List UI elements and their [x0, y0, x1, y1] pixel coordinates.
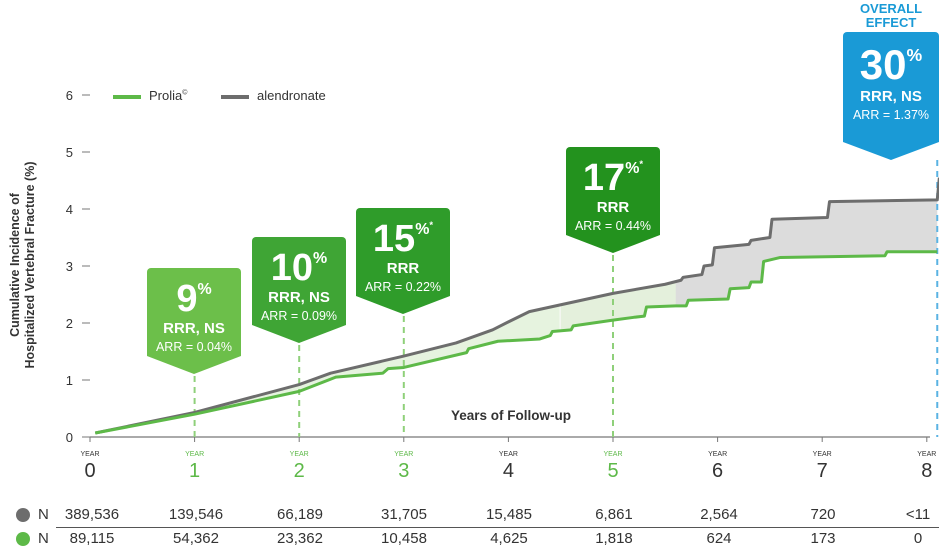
series-line-prolia [94, 250, 938, 435]
overall-effect-label: OVERALL EFFECT [843, 2, 939, 30]
x-tick-prefix: YEAR [813, 451, 832, 458]
n-cell: 31,705 [381, 506, 427, 523]
x-tick-label: 0 [84, 460, 95, 482]
callout-rrr: RRR, NS [860, 88, 922, 105]
callout-rrr: RRR, NS [268, 289, 330, 306]
n-cell: 54,362 [173, 530, 219, 547]
legend-label-prolia: Prolia [149, 88, 183, 103]
n-row-alendronate: N 389,536 139,546 66,189 31,705 15,485 6… [0, 506, 939, 526]
x-tick-label: 7 [817, 460, 828, 482]
callout-pointer-year-3 [356, 296, 450, 314]
n-cell: 139,546 [168, 506, 224, 523]
legend-item-alendronate: alendronate [221, 88, 326, 103]
n-cell: 66,189 [277, 506, 323, 523]
x-tick-prefix: YEAR [185, 451, 204, 458]
x-tick-label: 5 [607, 460, 618, 482]
callout-pointer-year-1 [147, 356, 241, 374]
y-axis-title-line-2: Hospitalized Vertebral Fracture (%) [23, 161, 37, 369]
n-cell: 624 [706, 530, 732, 547]
callout-rrr: RRR, NS [163, 320, 225, 337]
legend-copyright-mark: © [182, 89, 188, 97]
gap-fill-mid [560, 281, 676, 331]
x-tick-label: 1 [189, 460, 200, 482]
y-tick-label: 5 [66, 145, 73, 160]
n-cell: 0 [913, 530, 923, 547]
legend-item-prolia: Prolia© [113, 88, 187, 103]
callout-pointer-year-2 [252, 325, 346, 343]
n-cell: 89,115 [69, 530, 115, 547]
callout-percent: 30% [859, 41, 923, 88]
callout-percent: 15%* [372, 218, 434, 260]
callout-pointer-year-5 [566, 235, 660, 253]
x-tick-prefix: YEAR [708, 451, 727, 458]
x-tick-label: 6 [712, 460, 723, 482]
callout-arr: ARR = 1.37% [852, 108, 930, 122]
x-tick-prefix: YEAR [499, 451, 518, 458]
y-tick-label: 2 [66, 316, 73, 331]
n-label: N [38, 506, 49, 523]
n-cell: 4,625 [490, 530, 528, 547]
n-table-divider [56, 527, 939, 528]
n-cell: 173 [810, 530, 836, 547]
n-dot-prolia [16, 532, 30, 546]
y-tick-label: 3 [66, 259, 73, 274]
callout-year-3: 15%* RRR ARR = 0.22% [356, 208, 450, 296]
x-tick-label: 2 [294, 460, 305, 482]
x-tick-prefix: YEAR [394, 451, 413, 458]
overall-effect-line-2: EFFECT [865, 15, 917, 30]
callout-percent: 9% [176, 278, 212, 320]
n-cell: 1,818 [595, 530, 633, 547]
y-tick-label: 4 [66, 202, 73, 217]
x-tick-prefix: YEAR [603, 451, 622, 458]
callout-rrr: RRR [596, 199, 630, 216]
y-tick-label: 1 [66, 373, 73, 388]
n-cell: 10,458 [381, 530, 427, 547]
x-tick-label: 3 [398, 460, 409, 482]
legend-swatch-prolia [113, 94, 141, 99]
x-tick-prefix: YEAR [290, 451, 309, 458]
callout-pointer-overall [843, 142, 939, 160]
legend-swatch-alendronate [221, 94, 249, 99]
callout-arr: ARR = 0.22% [364, 280, 442, 294]
n-cell: 6,861 [595, 506, 633, 523]
n-row-prolia: N 89,115 54,362 23,362 10,458 4,625 1,81… [0, 530, 939, 550]
y-axis-title-line-1: Cumulative Incidence of [8, 193, 22, 337]
n-dot-alendronate [16, 508, 30, 522]
callout-year-1: 9% RRR, NS ARR = 0.04% [147, 268, 241, 356]
n-cell: 720 [810, 506, 836, 523]
x-tick-prefix: YEAR [917, 451, 936, 458]
y-axis-title: Cumulative Incidence of Hospitalized Ver… [8, 150, 38, 380]
callout-percent: 10% [270, 247, 328, 289]
callout-rrr: RRR [386, 260, 420, 277]
n-cell: <11 [905, 506, 931, 523]
callout-arr: ARR = 0.09% [260, 309, 338, 323]
overall-effect-line-1: OVERALL [859, 1, 923, 16]
series-line-alendronate [94, 177, 939, 435]
y-tick-label: 0 [66, 430, 73, 445]
callout-year-5: 17%* RRR ARR = 0.44% [566, 147, 660, 235]
x-axis-title: Years of Follow-up [451, 408, 572, 423]
x-tick-label: 4 [503, 460, 514, 482]
callout-overall-effect: 30% RRR, NS ARR = 1.37% [843, 32, 939, 142]
callout-arr: ARR = 0.44% [574, 219, 652, 233]
x-tick-label: 8 [921, 460, 932, 482]
callout-percent: 17%* [582, 157, 644, 199]
callout-arr: ARR = 0.04% [155, 340, 233, 354]
n-cell: 15,485 [486, 506, 532, 523]
x-tick-prefix: YEAR [80, 451, 99, 458]
legend-label-alendronate: alendronate [257, 88, 326, 103]
callout-year-2: 10% RRR, NS ARR = 0.09% [252, 237, 346, 325]
n-cell: 2,564 [700, 506, 738, 523]
n-cell: 389,536 [64, 506, 120, 523]
n-label: N [38, 530, 49, 547]
y-tick-label: 6 [66, 88, 73, 103]
n-cell: 23,362 [277, 530, 323, 547]
